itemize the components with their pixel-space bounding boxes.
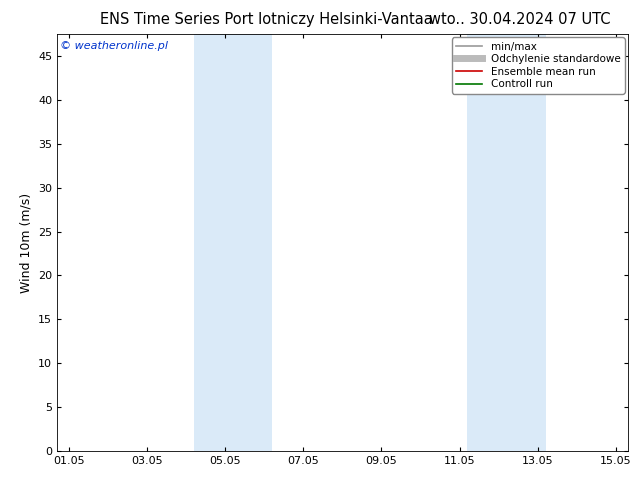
Y-axis label: Wind 10m (m/s): Wind 10m (m/s) — [20, 193, 32, 293]
Bar — [467, 34, 546, 451]
Legend: min/max, Odchylenie standardowe, Ensemble mean run, Controll run: min/max, Odchylenie standardowe, Ensembl… — [452, 37, 624, 94]
Text: © weatheronline.pl: © weatheronline.pl — [60, 41, 168, 50]
Text: ENS Time Series Port lotniczy Helsinki-Vantaa: ENS Time Series Port lotniczy Helsinki-V… — [100, 12, 432, 27]
Text: wto.. 30.04.2024 07 UTC: wto.. 30.04.2024 07 UTC — [429, 12, 611, 27]
Bar — [194, 34, 272, 451]
